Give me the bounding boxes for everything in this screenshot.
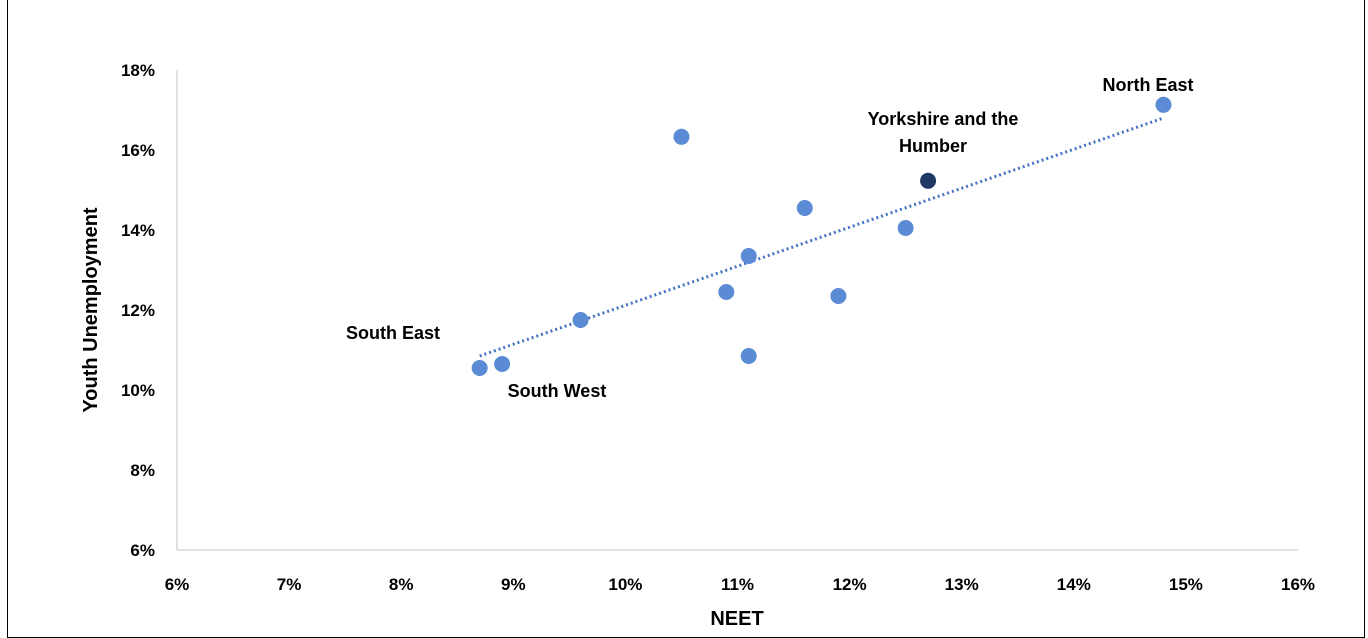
data-point [572,312,589,328]
data-point [830,288,847,304]
x-tick-label: 9% [501,575,526,594]
data-point [897,220,914,236]
data-point [1155,96,1172,113]
point-annotation: Humber [899,136,967,156]
y-tick-label: 12% [121,301,155,320]
y-tick-label: 16% [121,141,155,160]
chart-frame [7,0,1365,638]
point-annotations: North East Yorkshire and the Humber South E… [346,75,1194,401]
y-tick-label: 8% [130,461,155,480]
x-tick-label: 16% [1281,575,1315,594]
y-tick-label: 14% [121,221,155,240]
data-point [740,248,757,264]
y-tick-label: 6% [130,541,155,560]
data-point [494,356,511,372]
data-point [740,348,757,364]
point-annotation: North East [1102,75,1193,95]
data-point [718,284,735,300]
x-tick-labels: 6% 7% 8% 9% 10% 11% 12% 13% 14% 15% 16% [165,575,1315,594]
data-point [796,200,813,216]
data-point [673,128,690,145]
data-point [471,360,488,376]
point-annotation: South West [508,381,607,401]
x-tick-label: 11% [721,575,754,594]
x-tick-label: 8% [389,575,414,594]
trendline [479,116,1164,358]
y-tick-label: 18% [121,61,155,80]
point-annotation: Yorkshire and the [868,109,1019,129]
x-tick-label: 12% [833,575,867,594]
x-tick-label: 6% [165,575,190,594]
data-points [471,96,1172,376]
point-annotation: South East [346,323,440,343]
data-point-highlighted [920,172,937,189]
x-axis-title: NEET [710,608,763,630]
x-tick-label: 13% [945,575,979,594]
x-tick-label: 15% [1169,575,1203,594]
x-tick-label: 7% [277,575,302,594]
y-tick-label: 10% [121,381,155,400]
y-axis-title: Youth Unemployment [80,207,102,413]
y-tick-labels: 6% 8% 10% 12% 14% 16% 18% [121,61,155,560]
x-tick-label: 10% [608,575,642,594]
x-tick-label: 14% [1057,575,1091,594]
